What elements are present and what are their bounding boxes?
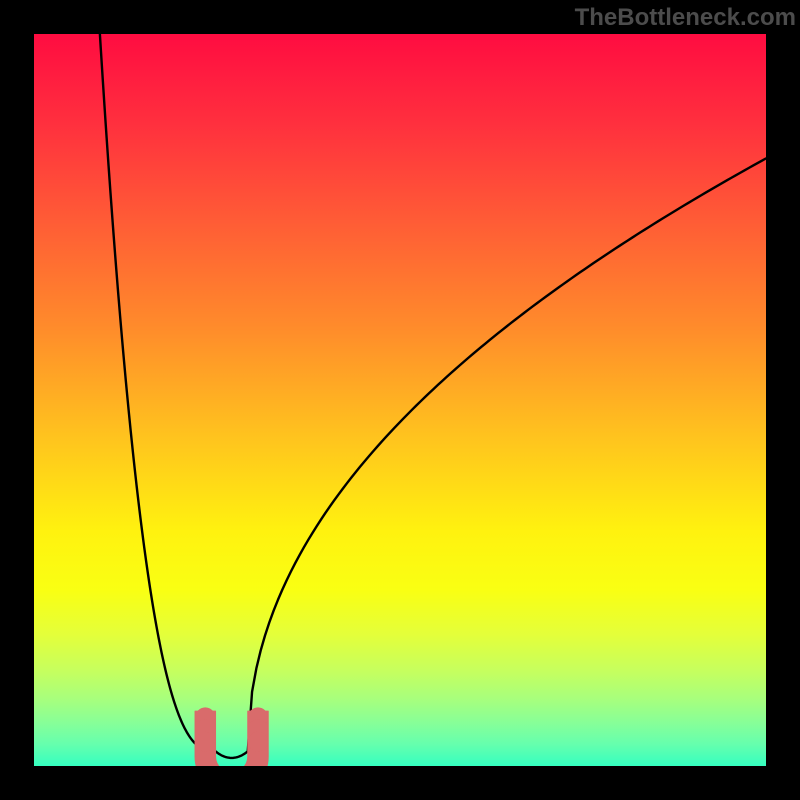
marker-bead	[195, 732, 215, 752]
marker-bead	[248, 732, 268, 752]
gradient-background	[34, 34, 766, 766]
watermark-text: TheBottleneck.com	[575, 4, 796, 32]
bottleneck-chart	[0, 0, 800, 800]
figure-container: TheBottleneck.com	[0, 0, 800, 800]
